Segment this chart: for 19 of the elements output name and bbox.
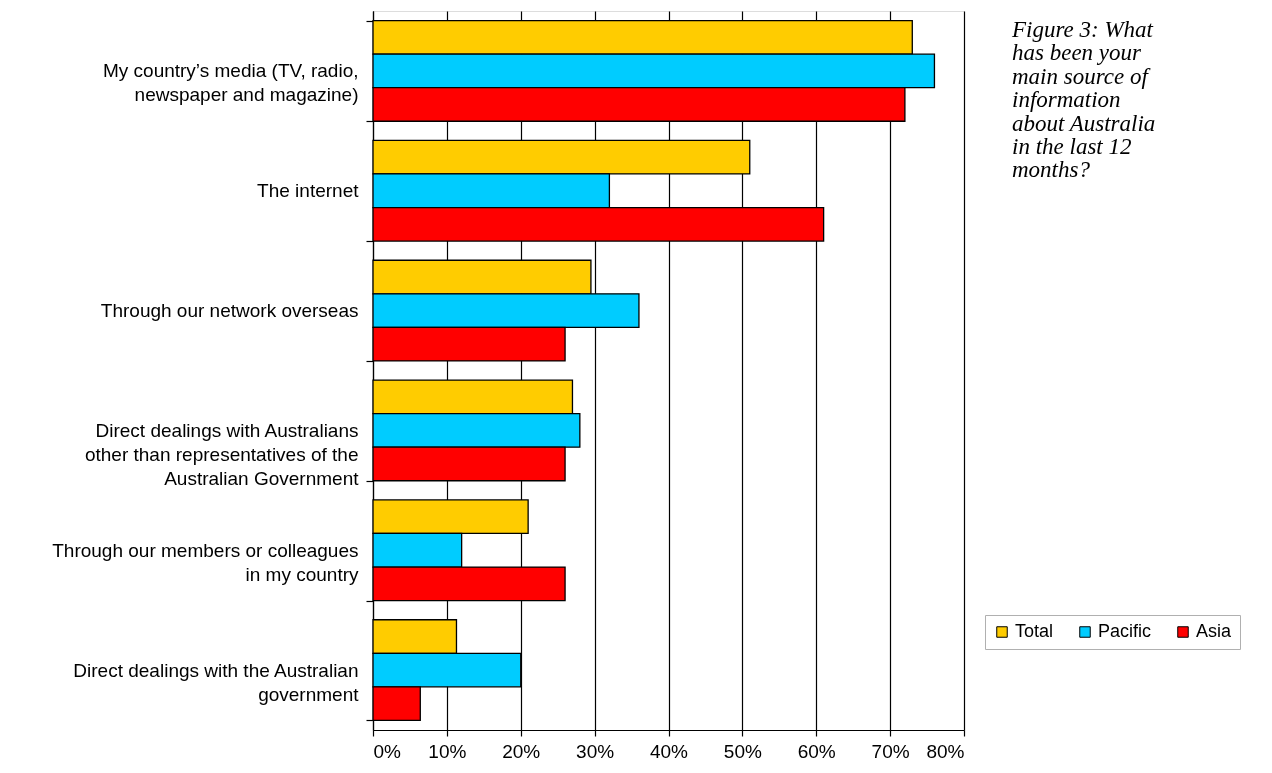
legend-label: Pacific <box>1098 621 1152 641</box>
y-tick-label: My country’s media (TV, radio, newspaper and magazine) <box>102 60 359 106</box>
y-tick-label: Direct dealings with Australians other than representatives of the Australian Government <box>84 419 360 489</box>
legend-label: Total <box>1015 621 1054 641</box>
x-tick-label: 60% <box>797 740 836 762</box>
x-tick-label: 80% <box>926 740 965 762</box>
caption: Figure 3: What has been your main source of information about Australia in the last 12 months? <box>1011 17 1156 183</box>
x-tick-label: 0% <box>373 740 402 762</box>
y-tick-label: Direct dealings with the Australian government <box>73 659 360 705</box>
x-tick-label: 30% <box>576 740 615 762</box>
x-tick-label: 40% <box>649 740 689 762</box>
y-tick-label: Through our members or colleagues in my country <box>52 539 359 585</box>
x-tick-label: 10% <box>428 740 467 762</box>
legend-label: Asia <box>1196 621 1232 641</box>
x-tick-label: 70% <box>871 740 910 762</box>
y-tick-label: Through our network overseas <box>100 300 359 322</box>
x-tick-label: 50% <box>723 740 762 762</box>
x-tick-label: 20% <box>502 740 541 762</box>
y-tick-label: The internet <box>257 180 360 202</box>
